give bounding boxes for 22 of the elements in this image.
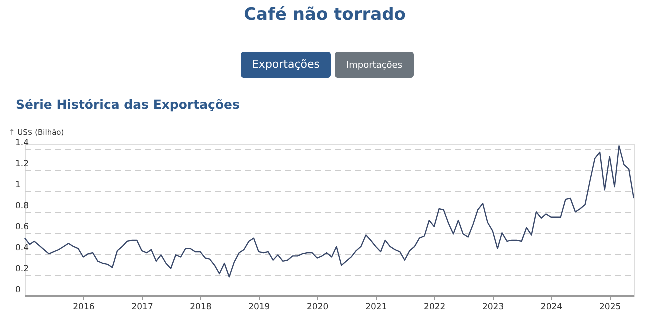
- y-tick-label: 0: [16, 286, 21, 296]
- x-tick-label: 2020: [307, 302, 329, 312]
- x-tick-label: 2025: [600, 302, 622, 312]
- x-tick-label: 2017: [132, 302, 154, 312]
- x-tick-label: 2024: [540, 302, 563, 312]
- x-tick-label: 2019: [248, 302, 270, 312]
- x-tick-label: 2023: [482, 302, 504, 312]
- y-tick-label: 1: [16, 180, 21, 191]
- y-tick-label: 1.2: [16, 160, 30, 170]
- text: Importações: [346, 61, 403, 71]
- chart-subtitle: Série Histórica das Exportações: [16, 97, 240, 112]
- y-tick-label: 0.4: [16, 244, 30, 254]
- y-tick-label: 0.8: [16, 202, 30, 212]
- chart-title: Café não torrado: [244, 5, 406, 25]
- x-tick-label: 2018: [190, 302, 212, 312]
- x-tick-label: 2022: [424, 302, 446, 312]
- y-tick-label: 0.2: [16, 264, 30, 275]
- y-tick-label: 0.6: [16, 222, 30, 233]
- x-tick-label: 2016: [73, 302, 95, 312]
- x-tick-label: 2021: [366, 302, 388, 312]
- y-tick-label: 1.4: [16, 138, 30, 149]
- text: Exportações: [252, 58, 320, 71]
